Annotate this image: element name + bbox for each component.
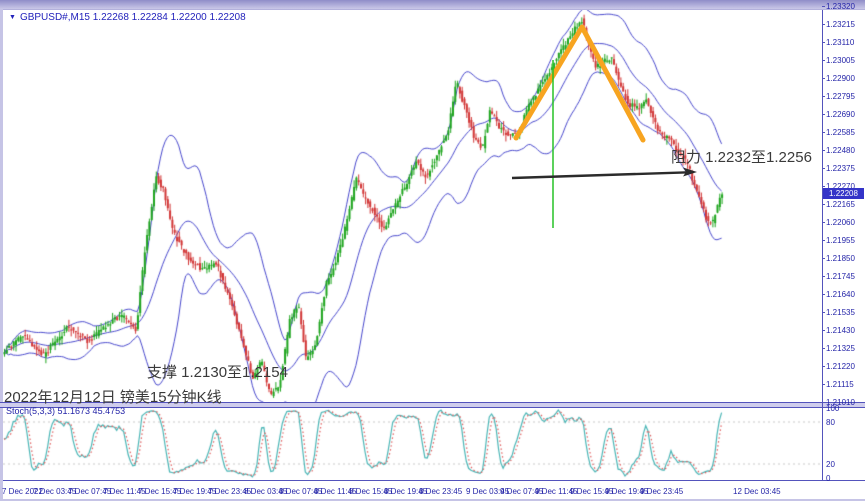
time-axis-label: 7 Dec 11:45 [103,487,146,496]
price-axis-label: 1.21535 [822,308,855,317]
time-axis-label: 9 Dec 23:45 [640,487,684,496]
price-axis-label: 1.22585 [822,128,855,137]
price-axis-label: 1.22795 [822,92,855,101]
ohlc-info-text: GBPUSD#,M15 1.22268 1.22284 1.22200 1.22… [19,12,246,23]
time-axis-label: 7 Dec 15:45 [138,487,182,496]
time-axis-label: 8 Dec 19:45 [384,487,428,496]
price-axis-label: 1.23320 [822,2,855,11]
price-axis-label: 1.22690 [822,110,855,119]
time-axis-label: 8 Dec 23:45 [419,487,463,496]
window-top-border [0,0,865,9]
panel-divider[interactable] [0,402,865,408]
time-axis-label: 9 Dec 11:45 [535,487,578,496]
time-axis-label: 8 Dec 03:45 [244,487,288,496]
stoch-axis-label: 80 [826,418,835,427]
price-axis-label: 1.22165 [822,200,855,209]
main-price-chart[interactable] [3,10,822,402]
price-axis-label: 1.22270 [822,182,855,191]
price-axis-label: 1.21220 [822,362,855,371]
time-axis-label: 8 Dec 15:45 [349,487,393,496]
stoch-axis-label: 0 [826,474,831,483]
price-axis-label: 1.21955 [822,236,855,245]
time-axis-label: 7 Dec 03:45 [33,487,77,496]
stoch-panel-bottom-frame [3,480,865,481]
window-bottom-border [0,499,865,501]
time-axis-label: 9 Dec 19:45 [605,487,649,496]
stochastic-panel[interactable] [3,407,822,480]
chart-frame-top [3,9,865,10]
price-axis-label: 1.21325 [822,344,855,353]
price-axis-label: 1.22060 [822,218,855,227]
time-axis-label: 12 Dec 03:45 [733,487,781,496]
current-price-tag: 1.22208 [823,188,864,199]
symbol-dropdown-icon[interactable]: ▼ [9,14,16,21]
stoch-axis-label: 100 [826,404,840,413]
time-axis-label: 8 Dec 11:45 [314,487,357,496]
time-axis-label: 9 Dec 15:45 [570,487,614,496]
time-axis-label: 8 Dec 07:45 [279,487,323,496]
caption-annotation: 2022年12月12日 镑美15分钟K线 [4,389,222,406]
stoch-indicator-label: Stoch(5,3,3) 51.1673 45.4753 [6,406,126,416]
price-axis-label: 1.22900 [822,74,855,83]
time-axis-label: 9 Dec 07:45 [500,487,544,496]
resistance-annotation: 阻力 1.2232至1.2256 [671,149,812,166]
window-left-border [0,9,3,501]
price-axis-label: 1.23215 [822,20,855,29]
price-axis-label: 1.22375 [822,164,855,173]
support-annotation: 支撑 1.2130至1.2154 [147,364,288,381]
time-axis-label: 7 Dec 19:45 [173,487,217,496]
stoch-axis-label: 20 [826,460,835,469]
time-axis-label: 9 Dec 03:45 [466,487,510,496]
price-axis-label: 1.21745 [822,272,855,281]
price-axis-label: 1.21115 [822,380,854,389]
price-axis-label: 1.21010 [822,398,855,407]
time-axis-label: 7 Dec 2022 [2,487,43,496]
chart-symbol-title: ▼ GBPUSD#,M15 1.22268 1.22284 1.22200 1.2… [9,12,246,23]
price-axis-label: 1.23005 [822,56,855,65]
price-axis-label: 1.23110 [821,38,855,47]
price-axis-label: 1.21850 [822,254,855,263]
price-axis-frame [822,10,823,481]
price-axis-label: 1.21640 [822,290,855,299]
time-axis-label: 7 Dec 07:45 [68,487,112,496]
price-axis-label: 1.21430 [822,326,855,335]
time-axis-label: 7 Dec 23:45 [208,487,252,496]
price-axis-label: 1.22480 [822,146,855,155]
